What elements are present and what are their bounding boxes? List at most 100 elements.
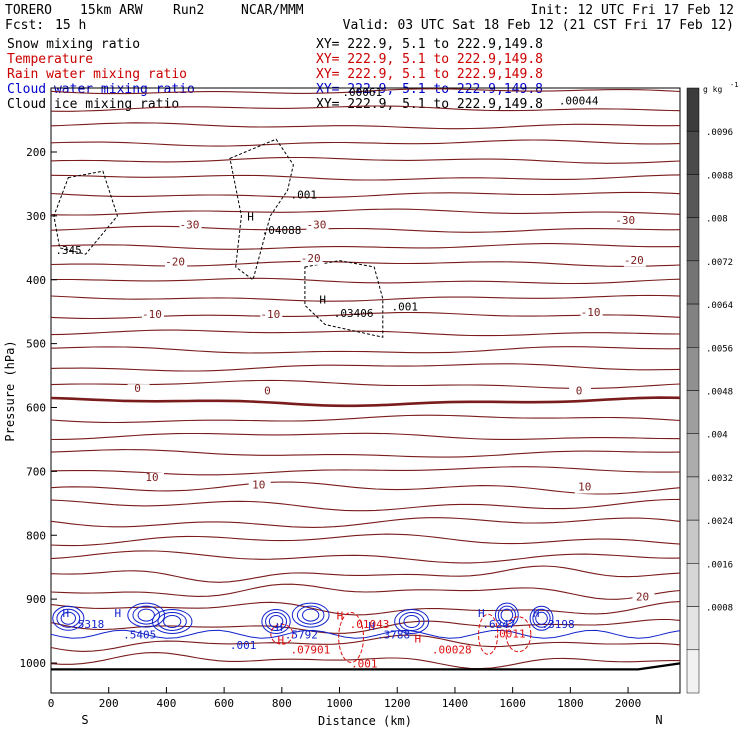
- rain-label: .001: [351, 657, 378, 670]
- cloud-water-label: .5405: [123, 629, 156, 642]
- isotherm-line: [50, 294, 681, 302]
- y-tick-label: 600: [26, 402, 46, 415]
- colorbar-segment: [686, 433, 700, 478]
- colorbar-tick-label: .0024: [706, 517, 733, 527]
- label-bg: [260, 310, 283, 322]
- colorbar-tick-label: .0016: [706, 560, 733, 570]
- cloud-water-contour: [261, 608, 291, 634]
- run-label: Run2: [173, 3, 204, 18]
- legend-xy: XY= 222.9, 5.1 to 222.9,149.8: [316, 52, 543, 67]
- isotherm-line: [50, 260, 681, 267]
- cloud-water-contour: [151, 608, 193, 634]
- label-bg: [179, 220, 202, 232]
- legend-xy: XY= 222.9, 5.1 to 222.9,149.8: [316, 97, 543, 112]
- temperature-label: -10: [260, 308, 280, 321]
- isotherm-line: [50, 498, 681, 512]
- resolution: 15km ARW: [80, 3, 143, 18]
- isotherm-line: [50, 517, 681, 528]
- y-tick-label: 400: [26, 274, 46, 287]
- colorbar-segment: [686, 87, 700, 132]
- cloud-water-contour: [394, 608, 430, 634]
- label-bg: [300, 253, 323, 265]
- colorbar-tick-label: .0096: [706, 128, 733, 138]
- legend-name: Cloud water mixing ratio: [7, 82, 195, 97]
- isotherm-line: [50, 346, 681, 354]
- isotherm-line: [50, 533, 681, 547]
- rain-label: .01043: [350, 618, 390, 631]
- rain-label: H: [415, 633, 422, 646]
- cloud-water-contour: [296, 605, 325, 625]
- temperature-label: 0: [576, 385, 583, 398]
- temperature-label: -30: [180, 219, 200, 232]
- colorbar-segment: [686, 390, 700, 434]
- isotherm-line: [50, 363, 681, 372]
- cloud-water-contour: [302, 608, 320, 622]
- cloud-water-band: [50, 629, 681, 639]
- temperature-label: 0: [134, 382, 141, 395]
- temperature-label: -20: [624, 254, 644, 267]
- colorbar-segment: [686, 519, 700, 564]
- rain-contour: [478, 613, 499, 655]
- isotherm-line: [50, 277, 681, 285]
- colorbar-segment: [686, 649, 700, 694]
- y-tick-label: 1000: [20, 657, 47, 670]
- label-bg: [580, 308, 603, 320]
- y-tick-label: 200: [26, 146, 46, 159]
- cloud-water-contour: [500, 608, 514, 622]
- cloud-water-contour: [265, 611, 288, 631]
- legend-xy: XY= 222.9, 5.1 to 222.9,149.8: [316, 67, 543, 82]
- label-bg: [623, 255, 646, 267]
- isotherm-line: [50, 208, 681, 216]
- cloud-water-contour: [132, 605, 160, 625]
- cloud-water-label: .5792: [285, 629, 318, 642]
- isotherm-line: [50, 601, 681, 616]
- north-label: N: [655, 713, 662, 727]
- cloud-water-contour: [157, 611, 187, 631]
- fcst-label: Fcst:: [5, 18, 44, 33]
- legend-name: Cloud ice mixing ratio: [7, 97, 179, 112]
- cloud-water-label: H: [368, 620, 375, 633]
- isotherm-line: [50, 583, 681, 600]
- x-tick-label: 1400: [442, 697, 469, 710]
- x-tick-label: 2000: [615, 697, 642, 710]
- label-bg: [141, 310, 164, 322]
- isotherm-line: [50, 105, 681, 112]
- ice-label: .345: [55, 244, 82, 257]
- init-time: Init: 12 UTC Fri 17 Feb 12: [531, 3, 735, 18]
- isotherm-line: [50, 565, 681, 583]
- ice-label: .00044: [559, 95, 599, 108]
- ice-label: .04088: [262, 224, 302, 237]
- ice-label: .001: [290, 189, 317, 202]
- colorbar-unit: g kg: [703, 85, 722, 94]
- colorbar-segment: [686, 476, 700, 521]
- label-bg: [248, 480, 271, 492]
- colorbar-segment: [686, 130, 700, 175]
- cloud-water-label: H: [533, 607, 540, 620]
- legend-name: Rain water mixing ratio: [7, 67, 187, 82]
- colorbar-tick-label: .0064: [706, 301, 733, 311]
- cloud-water-contour: [268, 614, 284, 628]
- colorbar-segment: [686, 563, 700, 607]
- y-tick-label: 700: [26, 465, 46, 478]
- rain-contour: [338, 611, 364, 663]
- cloud-water-label: H: [114, 607, 121, 620]
- x-tick-label: 1600: [499, 697, 526, 710]
- ice-contour: [53, 170, 118, 255]
- cloud-water-contour: [163, 614, 182, 628]
- isotherm-line: [50, 449, 681, 458]
- colorbar-segment: [686, 347, 700, 391]
- legend-xy: XY= 222.9, 5.1 to 222.9,149.8: [316, 82, 543, 97]
- isotherm-line: [50, 122, 681, 130]
- cloud-water-label: H: [63, 607, 70, 620]
- cloud-water-label: H: [276, 621, 283, 634]
- rain-label: .0011: [492, 627, 525, 640]
- colorbar-segment: [686, 217, 700, 262]
- ice-label: .001: [391, 300, 418, 313]
- cloud-water-contour: [403, 614, 420, 628]
- colorbar-segment: [686, 303, 700, 348]
- cloud-water-contour: [127, 602, 166, 628]
- colorbar-tick-label: .008: [706, 215, 728, 225]
- y-tick-label: 500: [26, 338, 46, 351]
- temperature-label: 10: [578, 481, 591, 494]
- temperature-label: -10: [581, 306, 601, 319]
